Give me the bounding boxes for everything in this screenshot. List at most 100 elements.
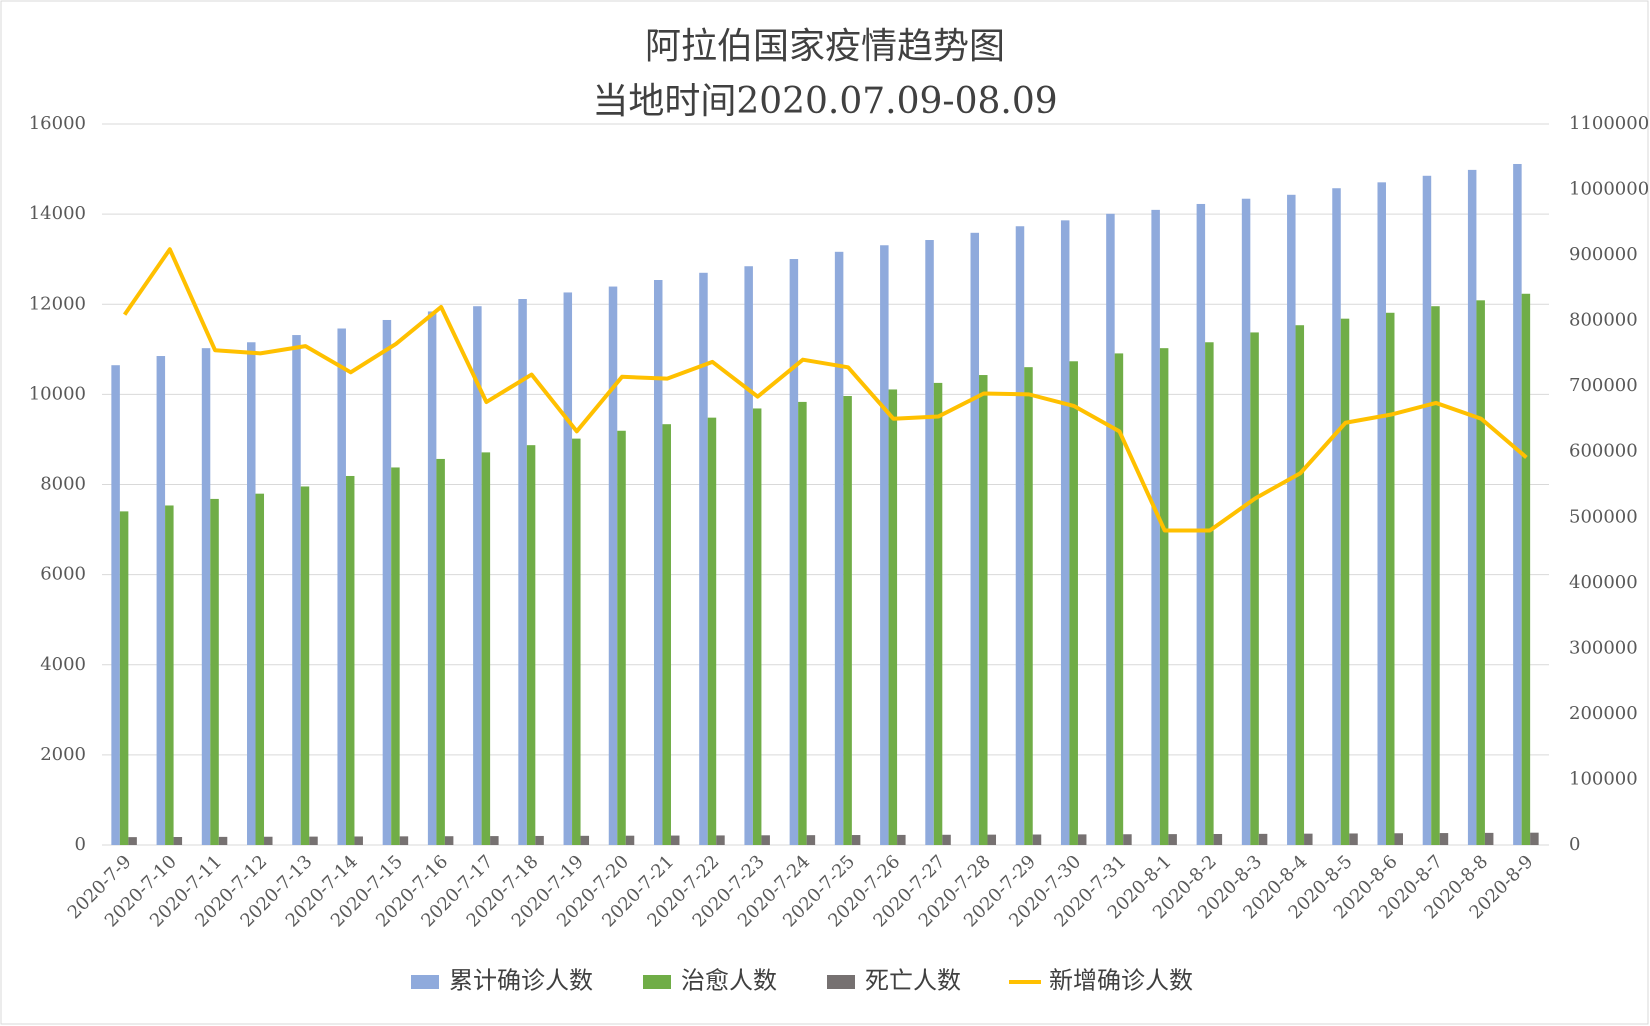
bar — [933, 382, 943, 845]
bar — [128, 837, 137, 845]
chart-title: 阿拉伯国家疫情趋势图 — [645, 26, 1005, 67]
bar — [201, 348, 211, 845]
bar — [670, 835, 680, 845]
bar — [843, 396, 852, 845]
bar — [1024, 367, 1033, 845]
bar — [789, 259, 799, 845]
bar — [119, 511, 129, 845]
bar — [572, 438, 581, 845]
bar — [1213, 833, 1223, 845]
bar — [608, 286, 618, 845]
bar — [156, 356, 166, 845]
bar — [1196, 203, 1206, 845]
legend-label: 治愈人数 — [681, 967, 777, 995]
bar — [1332, 188, 1341, 845]
bar — [526, 445, 536, 845]
bar — [1295, 325, 1305, 845]
bar — [979, 375, 988, 845]
legend-label: 累计确诊人数 — [449, 967, 593, 995]
y-tick-label: 2000 — [40, 744, 86, 765]
bar — [292, 335, 301, 845]
bar — [1377, 182, 1386, 845]
bar — [1123, 834, 1132, 845]
y2-tick-label: 500000 — [1569, 506, 1638, 527]
legend-swatch — [827, 975, 855, 989]
bar — [1205, 342, 1214, 845]
bar — [653, 279, 663, 845]
bar — [300, 486, 310, 845]
y2-tick-label: 1000000 — [1569, 179, 1649, 200]
bar — [752, 408, 762, 845]
bar — [925, 240, 934, 846]
y-tick-label: 6000 — [40, 564, 86, 585]
bar — [264, 836, 273, 845]
bar — [218, 836, 228, 845]
bar — [1484, 832, 1494, 845]
y2-tick-label: 700000 — [1569, 375, 1638, 396]
bar — [1304, 833, 1313, 845]
bar — [1530, 832, 1539, 845]
bar — [716, 835, 725, 845]
y-tick-label: 0 — [75, 834, 86, 855]
y-tick-label: 14000 — [29, 203, 86, 224]
bar — [1385, 312, 1395, 846]
bar — [617, 430, 626, 845]
bar — [1106, 213, 1115, 846]
y-tick-label: 12000 — [29, 293, 86, 314]
y-tick-label: 8000 — [40, 474, 86, 495]
bar — [247, 342, 256, 845]
legend-label: 新增确诊人数 — [1049, 967, 1193, 995]
bar — [1069, 361, 1078, 845]
bar — [1250, 332, 1259, 845]
bar — [563, 292, 573, 846]
bar — [382, 319, 392, 845]
y2-tick-label: 400000 — [1569, 572, 1638, 593]
bar — [535, 835, 544, 845]
bar — [436, 458, 445, 845]
bar — [1168, 834, 1177, 845]
bar — [518, 299, 527, 846]
bar — [1060, 220, 1070, 846]
bar — [1521, 293, 1531, 846]
bar — [444, 836, 454, 845]
y2-tick-label: 600000 — [1569, 441, 1638, 462]
bar — [1287, 194, 1296, 846]
y-tick-label: 4000 — [40, 654, 86, 675]
bar — [427, 311, 437, 846]
bar — [1159, 348, 1169, 845]
legend-label: 死亡人数 — [865, 967, 961, 995]
bar — [1114, 353, 1124, 845]
bar — [210, 498, 219, 845]
bar — [942, 834, 951, 845]
bar — [1015, 226, 1025, 845]
bar — [354, 836, 363, 845]
bar — [580, 835, 590, 845]
bar — [744, 266, 753, 845]
y2-tick-label: 900000 — [1569, 244, 1638, 265]
bar — [255, 493, 265, 845]
bar — [1077, 834, 1087, 845]
bar — [1241, 198, 1251, 846]
bar — [662, 424, 671, 845]
bar — [309, 836, 318, 845]
bar — [1476, 300, 1485, 845]
bar — [834, 251, 844, 846]
bar — [987, 834, 997, 845]
bar — [1422, 175, 1432, 846]
y2-tick-label: 300000 — [1569, 637, 1638, 658]
y-tick-label: 10000 — [29, 383, 86, 404]
bar — [490, 836, 499, 845]
bar — [481, 452, 491, 845]
line — [122, 247, 1528, 533]
bar — [806, 835, 816, 845]
bar — [888, 389, 898, 845]
bar — [897, 834, 906, 845]
bar — [1394, 833, 1403, 845]
bar — [337, 328, 346, 845]
bar — [1349, 833, 1358, 845]
bar — [165, 505, 174, 845]
y2-tick-label: 800000 — [1569, 310, 1638, 331]
y2-tick-label: 100000 — [1569, 768, 1638, 789]
